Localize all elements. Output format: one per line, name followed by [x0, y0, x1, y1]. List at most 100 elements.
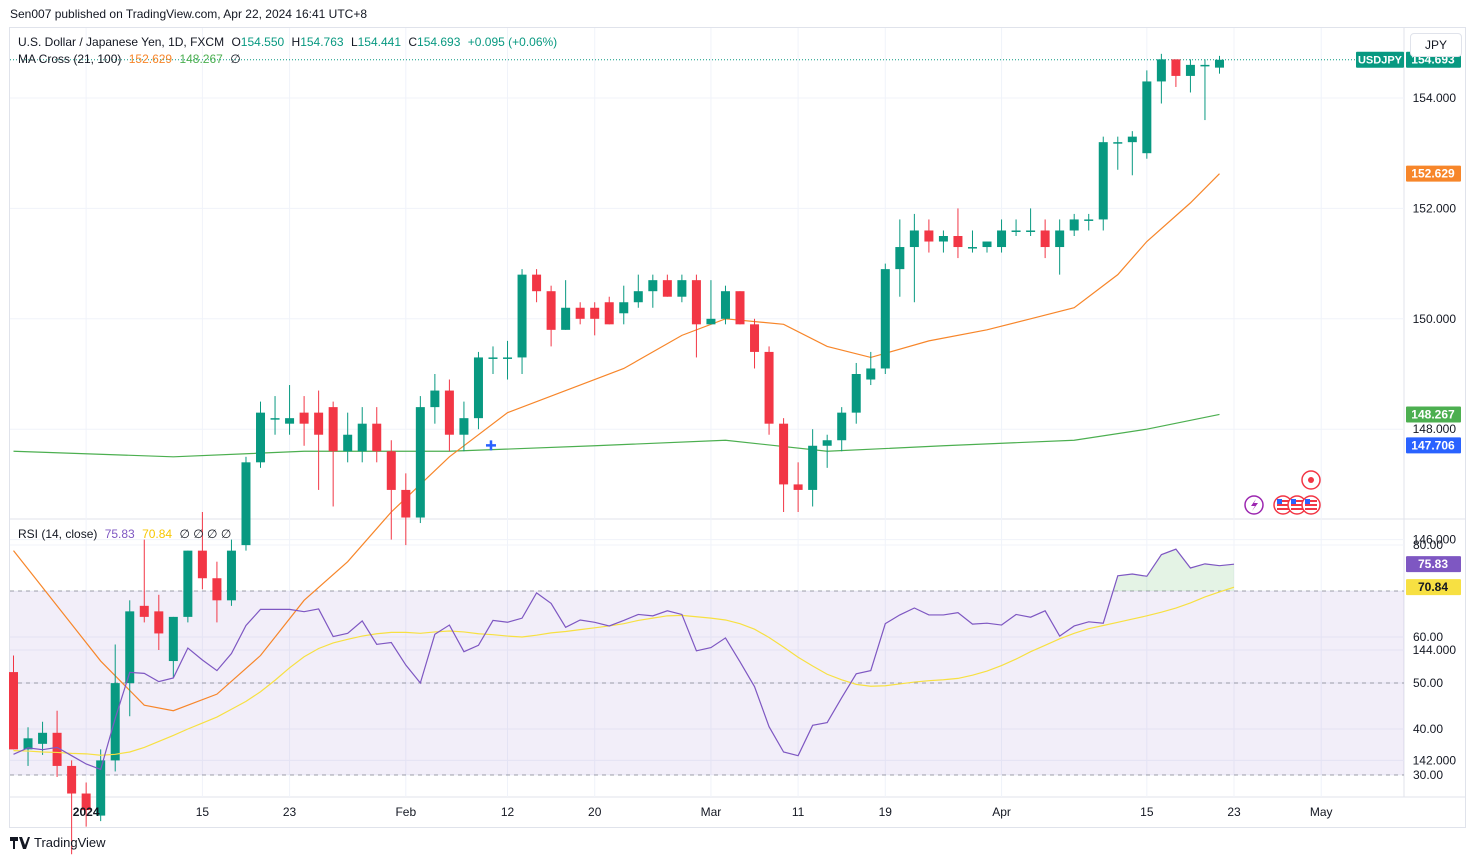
candle[interactable] — [139, 539, 149, 623]
candle[interactable] — [779, 418, 789, 512]
candle[interactable] — [488, 346, 498, 374]
candle[interactable] — [459, 401, 469, 452]
candle[interactable] — [183, 550, 193, 623]
candle[interactable] — [1069, 213, 1079, 236]
candle[interactable] — [1113, 136, 1123, 170]
candle-body — [183, 550, 193, 617]
candle[interactable] — [67, 760, 77, 855]
candle[interactable] — [837, 407, 847, 452]
candle[interactable] — [401, 473, 411, 546]
candle[interactable] — [909, 213, 919, 303]
candle[interactable] — [1185, 59, 1195, 93]
candle[interactable] — [735, 291, 745, 325]
candle[interactable] — [953, 208, 963, 259]
candle[interactable] — [328, 401, 338, 507]
candle[interactable] — [662, 274, 672, 297]
candle[interactable] — [1142, 70, 1152, 159]
candle[interactable] — [357, 407, 367, 463]
flag-canton-icon — [1305, 499, 1310, 504]
candle-body — [197, 550, 207, 579]
event-icons-group[interactable] — [1244, 470, 1321, 515]
candle[interactable] — [1040, 219, 1050, 259]
candle[interactable] — [880, 263, 890, 374]
candle[interactable] — [677, 274, 687, 303]
candle[interactable] — [997, 219, 1007, 253]
candle[interactable] — [1084, 213, 1094, 231]
candle[interactable] — [154, 594, 164, 650]
candle[interactable] — [430, 374, 440, 424]
rsi-extras: ∅ ∅ ∅ ∅ — [179, 527, 232, 541]
candle[interactable] — [982, 241, 992, 253]
candle[interactable] — [604, 296, 614, 325]
candle[interactable] — [314, 390, 324, 490]
candle[interactable] — [1127, 131, 1137, 176]
candle[interactable] — [619, 285, 629, 325]
candle[interactable] — [226, 539, 236, 606]
candle[interactable] — [212, 561, 222, 623]
candle-body — [750, 324, 760, 352]
candle[interactable] — [648, 274, 658, 308]
candle[interactable] — [52, 710, 62, 777]
alert-dot-icon — [1308, 477, 1314, 483]
candle[interactable] — [444, 379, 454, 452]
candle[interactable] — [561, 280, 571, 330]
candle[interactable] — [256, 401, 266, 468]
candle[interactable] — [343, 412, 353, 463]
candle[interactable] — [1214, 55, 1224, 74]
candle[interactable] — [386, 440, 396, 540]
candle[interactable] — [866, 351, 876, 386]
candle[interactable] — [299, 396, 309, 446]
candle[interactable] — [750, 318, 760, 369]
candle[interactable] — [575, 302, 585, 325]
candle[interactable] — [125, 600, 135, 717]
candle[interactable] — [23, 727, 33, 766]
candle[interactable] — [938, 230, 948, 253]
candle[interactable] — [1171, 59, 1181, 87]
candle[interactable] — [532, 269, 542, 303]
candle[interactable] — [517, 269, 527, 374]
candle[interactable] — [546, 285, 556, 347]
candle[interactable] — [590, 302, 600, 336]
candle[interactable] — [270, 396, 280, 435]
flag-stripe-icon — [1291, 504, 1303, 506]
candle[interactable] — [1026, 208, 1036, 236]
candle-body — [328, 407, 338, 452]
candle-body — [9, 672, 18, 750]
candle[interactable] — [793, 462, 803, 512]
candle[interactable] — [96, 749, 106, 822]
candle[interactable] — [691, 274, 701, 358]
candle[interactable] — [808, 429, 818, 507]
footer-brand[interactable]: TradingView — [10, 835, 106, 850]
candle[interactable] — [1200, 59, 1210, 121]
candle[interactable] — [1156, 53, 1166, 104]
candle[interactable] — [851, 362, 861, 424]
high-value: 154.763 — [300, 35, 344, 49]
currency-button[interactable]: JPY — [1410, 33, 1462, 57]
candle[interactable] — [415, 396, 425, 524]
candle[interactable] — [895, 219, 905, 297]
candle[interactable] — [285, 385, 295, 435]
candle[interactable] — [473, 351, 483, 430]
candle[interactable] — [822, 434, 832, 468]
candle[interactable] — [720, 285, 730, 325]
candle[interactable] — [924, 219, 934, 253]
candle[interactable] — [764, 346, 774, 435]
candle[interactable] — [372, 407, 382, 463]
candle[interactable] — [197, 512, 207, 590]
candle[interactable] — [967, 230, 977, 253]
candle[interactable] — [1055, 219, 1065, 275]
flag-stripe-icon — [1305, 504, 1317, 506]
candle[interactable] — [503, 340, 513, 380]
candle[interactable] — [81, 782, 91, 827]
candle[interactable] — [633, 274, 643, 308]
candle[interactable] — [1011, 219, 1021, 236]
candle[interactable] — [241, 456, 251, 551]
candle[interactable] — [9, 655, 18, 750]
candle[interactable] — [168, 616, 178, 678]
candle[interactable] — [706, 280, 716, 325]
candle-body — [1142, 81, 1152, 154]
candle[interactable] — [110, 644, 120, 772]
candle[interactable] — [1098, 136, 1108, 231]
candle-body — [1084, 219, 1094, 221]
